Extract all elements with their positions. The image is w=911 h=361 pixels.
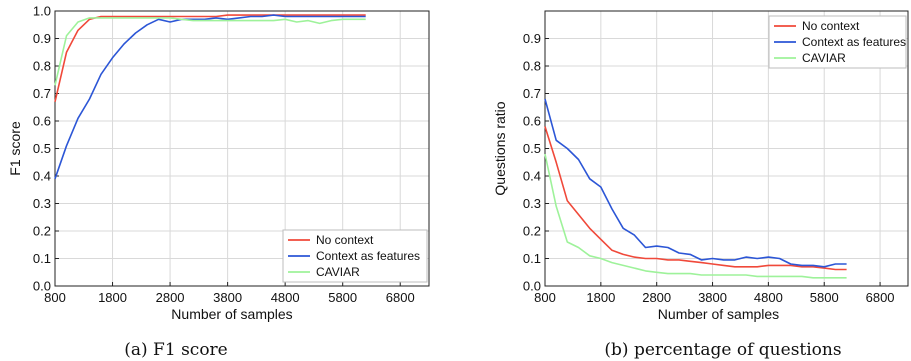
y-tick-label: 0.7 xyxy=(523,86,541,101)
legend: No context Context as features CAVIAR xyxy=(768,15,907,69)
y-tick-label: 0.8 xyxy=(523,59,541,74)
x-tick-label: 1800 xyxy=(586,290,615,305)
y-axis-label: F1 score xyxy=(7,121,23,176)
x-tick-label: 4800 xyxy=(754,290,783,305)
y-tick-label: 0.6 xyxy=(33,114,51,129)
y-tick-label: 0.8 xyxy=(33,59,51,74)
y-tick-label: 0.3 xyxy=(523,196,541,211)
chart-panel-questions-ratio: 800 1800 2800 3800 4800 5800 6800 0.0 0.1 0.2 0.3 0… xyxy=(492,10,909,360)
figure-caption: (a) F1 score xyxy=(124,340,228,360)
chart-panel-f1-score: 800 1800 2800 3800 4800 5800 6800 0.0 0.1 0.2 0.3 0… xyxy=(7,4,430,360)
x-tick-label: 4800 xyxy=(271,290,300,305)
x-tick-label: 6800 xyxy=(866,290,895,305)
series-line-caviar xyxy=(54,17,366,86)
series-line-context-as-features xyxy=(544,98,847,268)
y-tick-label: 0.3 xyxy=(33,196,51,211)
series-line-caviar xyxy=(544,153,847,279)
legend-label-no-context: No context xyxy=(802,19,860,33)
y-tick-label: 0.7 xyxy=(33,86,51,101)
y-tick-label: 0.4 xyxy=(523,169,541,184)
y-tick-label: 0.0 xyxy=(523,279,541,294)
x-tick-label: 1800 xyxy=(98,290,127,305)
legend-label-context-as-features: Context as features xyxy=(802,35,906,49)
legend: No context Context as features CAVIAR xyxy=(282,229,428,283)
x-tick-label: 6800 xyxy=(386,290,415,305)
y-axis-label: Questions ratio xyxy=(492,101,508,195)
figure-caption: (b) percentage of questions xyxy=(604,340,841,360)
x-tick-label: 3800 xyxy=(213,290,242,305)
x-tick-label: 800 xyxy=(534,290,556,305)
series-line-no-context xyxy=(54,14,366,102)
y-tick-label: 0.2 xyxy=(33,224,51,239)
series-line-context-as-features xyxy=(54,14,366,180)
x-tick-label: 5800 xyxy=(810,290,839,305)
y-tick-label: 0.5 xyxy=(33,141,51,156)
legend-label-no-context: No context xyxy=(316,233,374,247)
x-axis-label: Number of samples xyxy=(658,306,779,322)
y-tick-label: 0.1 xyxy=(523,251,541,266)
x-tick-label: 5800 xyxy=(328,290,357,305)
y-tick-label: 1.0 xyxy=(33,4,51,19)
y-tick-label: 0.6 xyxy=(523,114,541,129)
x-axis-label: Number of samples xyxy=(171,306,292,322)
legend-label-caviar: CAVIAR xyxy=(316,265,360,279)
x-tick-label: 2800 xyxy=(642,290,671,305)
legend-label-caviar: CAVIAR xyxy=(802,51,846,65)
x-tick-label: 2800 xyxy=(156,290,185,305)
y-tick-label: 0.5 xyxy=(523,141,541,156)
x-tick-label: 3800 xyxy=(698,290,727,305)
x-tick-label: 800 xyxy=(44,290,66,305)
legend-label-context-as-features: Context as features xyxy=(316,249,420,263)
y-tick-label: 0.9 xyxy=(523,31,541,46)
series-line-no-context xyxy=(544,126,847,271)
y-tick-label: 0.2 xyxy=(523,224,541,239)
y-tick-label: 0.0 xyxy=(33,279,51,294)
y-tick-label: 0.9 xyxy=(33,31,51,46)
y-tick-label: 0.4 xyxy=(33,169,51,184)
y-tick-label: 0.1 xyxy=(33,251,51,266)
